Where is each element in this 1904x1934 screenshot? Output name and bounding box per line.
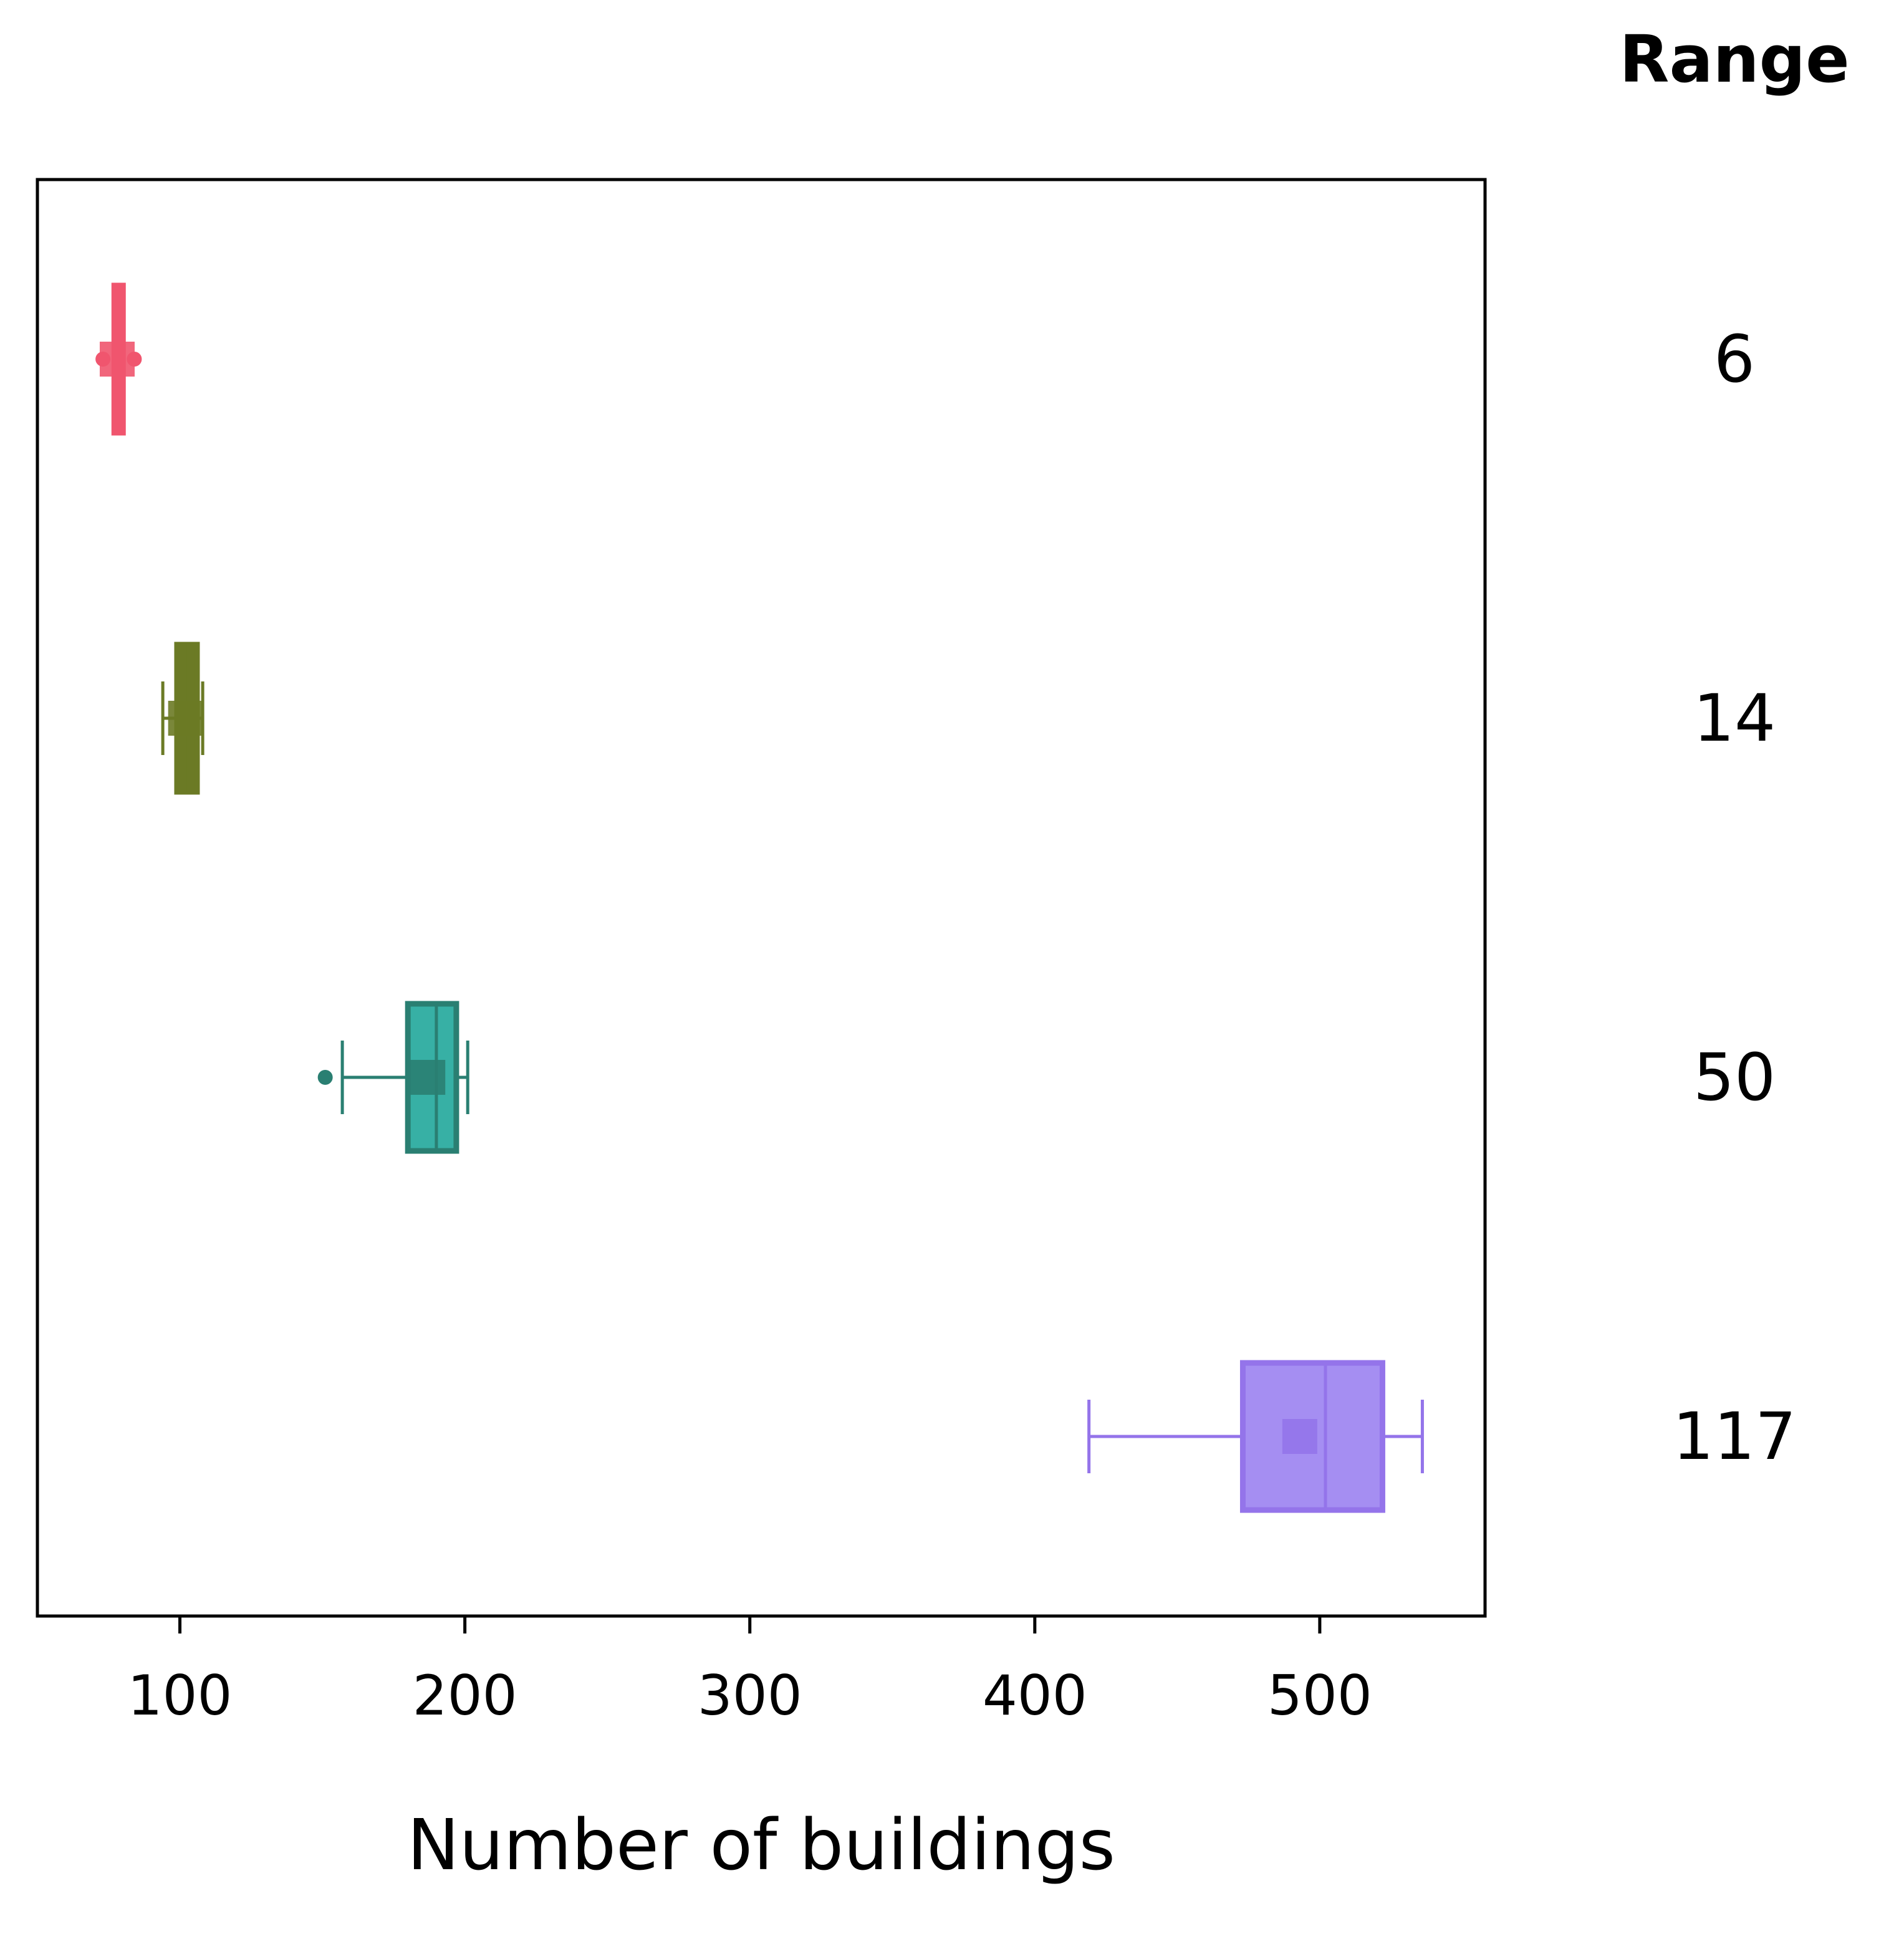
outlier-point [127, 352, 142, 367]
plot-frame [36, 178, 1487, 1618]
x-axis: 100 200 300 400 500 [128, 1616, 1372, 1728]
range-value: 50 [1693, 1039, 1776, 1115]
boxes-layer [95, 282, 1424, 1513]
outlier-point [317, 1070, 333, 1085]
x-tick-label: 500 [1267, 1663, 1372, 1728]
x-axis-label: Number of buildings [407, 1805, 1115, 1886]
outlier-point [95, 352, 111, 367]
mean-marker [410, 1060, 446, 1095]
box-group [161, 642, 204, 795]
box-group [95, 282, 142, 436]
mean-marker [168, 701, 203, 736]
box-group [1087, 1360, 1424, 1513]
range-value: 117 [1673, 1398, 1797, 1475]
mean-marker [1282, 1419, 1317, 1454]
x-tick-label: 200 [413, 1663, 517, 1728]
range-labels: 6 14 50 117 [1673, 321, 1797, 1475]
x-tick-label: 100 [128, 1663, 233, 1728]
range-value: 14 [1693, 680, 1776, 756]
range-column-title: Range [1619, 21, 1849, 97]
box-group [317, 1001, 469, 1154]
x-tick-label: 300 [698, 1663, 802, 1728]
range-value: 6 [1714, 321, 1755, 397]
x-tick-label: 400 [983, 1663, 1087, 1728]
